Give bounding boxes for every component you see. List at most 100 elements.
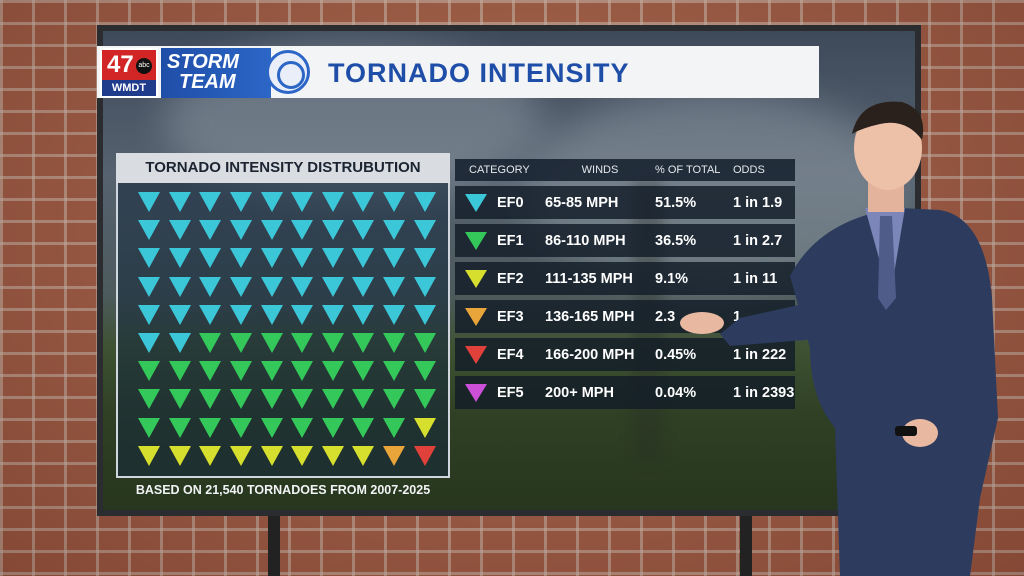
tornado-icon <box>256 273 287 301</box>
tornado-triangle-icon <box>383 361 406 382</box>
tornado-icon <box>287 216 318 244</box>
row-odds: 1 in 222 <box>733 346 787 363</box>
tornado-triangle-icon <box>138 276 161 297</box>
row-percent: 51.5% <box>655 194 697 211</box>
tornado-icon <box>348 188 379 216</box>
tornado-triangle-icon <box>260 389 283 410</box>
tornado-icon <box>409 414 440 442</box>
tornado-triangle-icon <box>230 220 253 241</box>
tornado-triangle-icon <box>291 276 314 297</box>
tornado-triangle-icon <box>168 220 191 241</box>
tornado-triangle-icon <box>291 361 314 382</box>
tornado-triangle-icon <box>413 361 436 382</box>
tornado-icon <box>226 273 257 301</box>
tornado-triangle-icon <box>168 192 191 213</box>
tornado-triangle-icon <box>321 417 344 438</box>
row-odds: 1 in 2.7 <box>733 232 783 249</box>
tornado-triangle-icon <box>321 361 344 382</box>
row-winds: 166-200 MPH <box>545 346 635 363</box>
tornado-icon <box>379 301 410 329</box>
tornado-icon <box>318 244 349 272</box>
station-number: 47 <box>107 51 134 78</box>
tornado-icon <box>348 442 379 470</box>
tornado-triangle-icon <box>168 389 191 410</box>
tornado-icon <box>379 414 410 442</box>
row-odds: 1 in 11 <box>733 270 778 287</box>
tornado-icon <box>455 231 497 250</box>
network-logo: abc <box>136 58 152 74</box>
tornado-triangle-icon <box>321 248 344 269</box>
tornado-icon <box>455 193 497 212</box>
tornado-icon <box>256 357 287 385</box>
tornado-triangle-icon <box>383 333 406 354</box>
row-winds: 65-85 MPH <box>545 194 619 211</box>
tornado-triangle-icon <box>199 276 222 297</box>
tornado-icon <box>318 414 349 442</box>
tornado-triangle-icon <box>352 220 375 241</box>
tornado-triangle-icon <box>199 220 222 241</box>
row-category: EF2 <box>497 270 524 287</box>
tornado-icon <box>409 244 440 272</box>
tornado-triangle-icon <box>138 248 161 269</box>
tornado-icon <box>226 188 257 216</box>
tornado-triangle-icon <box>260 445 283 466</box>
tornado-triangle-icon <box>168 361 191 382</box>
tornado-triangle-icon <box>230 417 253 438</box>
tornado-triangle-icon <box>413 445 436 466</box>
tornado-icon <box>165 216 196 244</box>
tornado-icon <box>409 329 440 357</box>
tornado-icon <box>134 216 165 244</box>
tornado-triangle-icon <box>230 333 253 354</box>
tornado-triangle-icon <box>230 389 253 410</box>
tornado-icon <box>195 188 226 216</box>
tornado-icon <box>455 269 497 288</box>
tornado-triangle-icon <box>321 333 344 354</box>
tornado-icon <box>409 357 440 385</box>
tornado-triangle-icon <box>383 192 406 213</box>
tornado-icon <box>134 188 165 216</box>
tornado-icon <box>195 301 226 329</box>
tornado-icon <box>287 357 318 385</box>
tornado-icon <box>165 188 196 216</box>
row-percent: 36.5% <box>655 232 697 249</box>
tornado-triangle-icon <box>291 389 314 410</box>
tornado-triangle-icon <box>230 276 253 297</box>
tornado-icon <box>348 216 379 244</box>
tornado-icon <box>195 216 226 244</box>
tornado-triangle-icon <box>138 389 161 410</box>
tornado-icon <box>379 329 410 357</box>
tornado-icon <box>287 414 318 442</box>
tornado-icon <box>379 244 410 272</box>
row-odds: 1 in 2393 <box>733 384 795 401</box>
tornado-triangle-icon <box>383 417 406 438</box>
tornado-triangle-icon <box>138 417 161 438</box>
tornado-triangle-icon <box>199 389 222 410</box>
presenter-tie <box>878 216 896 310</box>
tornado-icon <box>287 442 318 470</box>
monitor-stand-left <box>268 505 280 576</box>
tornado-icon <box>226 216 257 244</box>
table-row: EF2 111-135 MPH 9.1% 1 in 11 <box>455 262 795 295</box>
column-header-category: CATEGORY <box>469 164 530 176</box>
tornado-icon <box>348 244 379 272</box>
tornado-icon-grid <box>134 188 440 470</box>
tornado-icon <box>287 329 318 357</box>
tornado-triangle-icon <box>260 220 283 241</box>
tornado-triangle-icon <box>291 445 314 466</box>
tornado-triangle-icon <box>383 248 406 269</box>
tornado-triangle-icon <box>199 304 222 325</box>
row-winds: 200+ MPH <box>545 384 614 401</box>
tornado-triangle-icon <box>138 304 161 325</box>
tornado-icon <box>318 273 349 301</box>
tornado-icon <box>318 216 349 244</box>
table-row: EF1 86-110 MPH 36.5% 1 in 2.7 <box>455 224 795 257</box>
intensity-table: CATEGORY WINDS % OF TOTAL ODDS EF0 65-85 … <box>455 159 795 409</box>
tornado-triangle-icon <box>291 304 314 325</box>
tornado-icon <box>226 357 257 385</box>
tornado-triangle-icon <box>199 333 222 354</box>
tornado-icon <box>455 383 497 402</box>
tornado-icon <box>195 442 226 470</box>
monitor-stand-right <box>740 505 752 576</box>
tornado-icon <box>409 273 440 301</box>
tornado-icon <box>379 385 410 413</box>
